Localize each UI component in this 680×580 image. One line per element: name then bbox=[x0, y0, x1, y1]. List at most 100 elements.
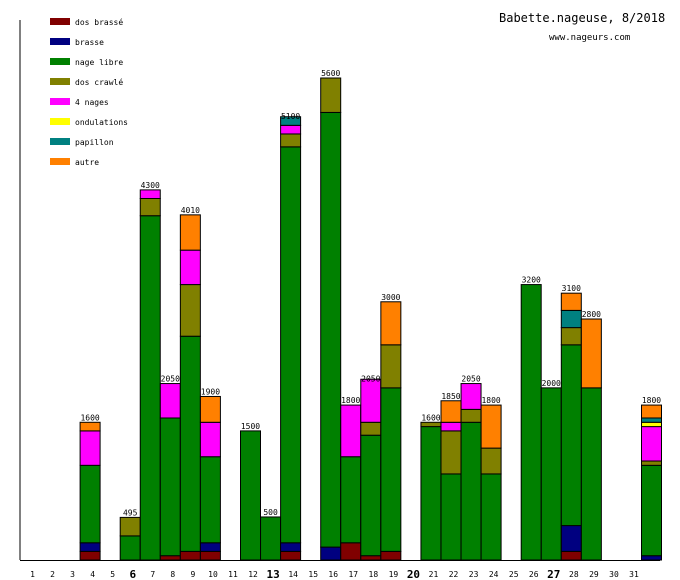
x-tick-29: 29 bbox=[589, 570, 599, 579]
total-label-day3: 1600 bbox=[80, 413, 99, 422]
bar-segment-day16-4 bbox=[340, 404, 362, 458]
legend-label-6: papillon bbox=[75, 138, 114, 147]
bar-segment-day7-0 bbox=[159, 555, 181, 561]
bar-segment-day31-6 bbox=[641, 417, 662, 423]
x-tick-11: 11 bbox=[228, 570, 238, 579]
x-tick-24: 24 bbox=[489, 570, 499, 579]
bar-segment-day23-7 bbox=[480, 404, 502, 449]
total-label-day21: 1850 bbox=[441, 392, 460, 401]
bar-segment-day23-3 bbox=[480, 447, 502, 475]
total-label-day16: 1800 bbox=[341, 396, 360, 405]
x-tick-21: 21 bbox=[429, 570, 439, 579]
bar-segment-day9-4 bbox=[199, 421, 221, 458]
bar-segment-day8-4 bbox=[179, 249, 201, 286]
bar-segment-day8-0 bbox=[179, 550, 201, 561]
bar-segment-day8-3 bbox=[179, 284, 201, 337]
legend: dos brassé brasse nage libre dos crawlé 4 na… bbox=[50, 17, 128, 167]
bar-segment-day9-1 bbox=[199, 542, 221, 552]
bar-segment-day13-0 bbox=[280, 550, 302, 561]
bars bbox=[79, 77, 662, 561]
x-tick-1: 1 bbox=[30, 570, 35, 579]
total-label-day9: 1900 bbox=[201, 387, 220, 396]
bar-segment-day21-7 bbox=[440, 400, 462, 423]
bar-segment-day6-4 bbox=[139, 189, 161, 199]
bar-segment-day31-7 bbox=[641, 404, 662, 419]
bar-segment-day31-3 bbox=[641, 460, 662, 466]
bar-segment-day31-5 bbox=[641, 421, 662, 428]
total-label-day6: 4300 bbox=[141, 181, 160, 190]
bar-segment-day18-0 bbox=[380, 550, 402, 561]
bar-segment-day13-1 bbox=[280, 542, 302, 552]
total-label-day17: 2050 bbox=[361, 375, 380, 384]
bar-segment-day9-2 bbox=[199, 456, 221, 544]
legend-swatch-7 bbox=[50, 158, 70, 165]
bar-segment-day16-0 bbox=[340, 542, 362, 561]
bar-segment-day5-3 bbox=[119, 516, 141, 537]
bar-segment-day9-7 bbox=[199, 395, 221, 423]
bar-segment-day6-2 bbox=[139, 215, 161, 561]
x-tick-30: 30 bbox=[609, 570, 619, 579]
x-tick-3: 3 bbox=[70, 570, 75, 579]
x-tick-5: 5 bbox=[110, 570, 115, 579]
total-label-day23: 1800 bbox=[481, 396, 500, 405]
x-tick-13: 13 bbox=[266, 568, 279, 580]
bar-segment-day17-2 bbox=[360, 434, 382, 557]
legend-label-7: autre bbox=[75, 158, 99, 167]
bar-segment-day21-4 bbox=[440, 421, 462, 432]
x-tick-26: 26 bbox=[529, 570, 539, 579]
total-label-day13: 5100 bbox=[281, 112, 300, 121]
legend-swatch-3 bbox=[50, 78, 70, 85]
bar-segment-day13-4 bbox=[280, 124, 302, 135]
legend-swatch-0 bbox=[50, 18, 70, 25]
x-tick-17: 17 bbox=[348, 570, 358, 579]
total-label-day11: 1500 bbox=[241, 422, 260, 431]
bar-segment-day13-2 bbox=[280, 146, 302, 544]
bar-segment-day31-4 bbox=[641, 426, 662, 462]
bar-segment-day17-3 bbox=[360, 421, 382, 436]
bar-segment-day15-3 bbox=[320, 77, 342, 113]
chart-subtitle: www.nageurs.com bbox=[549, 33, 630, 43]
legend-label-3: dos crawlé bbox=[75, 77, 123, 87]
x-tick-8: 8 bbox=[170, 570, 175, 579]
bar-segment-day18-7 bbox=[380, 301, 402, 346]
x-tick-20: 20 bbox=[407, 568, 420, 580]
x-tick-31: 31 bbox=[629, 570, 639, 579]
bar-segment-day31-2 bbox=[641, 464, 662, 557]
legend-swatch-1 bbox=[50, 38, 70, 45]
total-label-day28: 2800 bbox=[582, 310, 601, 319]
bar-segment-day21-3 bbox=[440, 430, 462, 475]
bar-segment-day5-2 bbox=[119, 535, 141, 561]
x-tick-7: 7 bbox=[150, 570, 155, 579]
bar-segment-day22-3 bbox=[460, 408, 482, 423]
legend-swatch-6 bbox=[50, 138, 70, 145]
total-label-day27: 3100 bbox=[562, 284, 581, 293]
bar-segment-day28-2 bbox=[580, 387, 602, 561]
bar-segment-day13-6 bbox=[280, 116, 302, 126]
bar-segment-day27-1 bbox=[560, 525, 582, 552]
bar-segment-day9-0 bbox=[199, 550, 221, 561]
bar-segment-day3-0 bbox=[79, 550, 101, 561]
bar-segment-day3-4 bbox=[79, 430, 101, 466]
x-tick-23: 23 bbox=[469, 570, 479, 579]
bar-segment-day18-2 bbox=[380, 387, 402, 552]
legend-label-2: nage libre bbox=[75, 58, 123, 67]
bar-segment-day6-3 bbox=[139, 198, 161, 217]
bar-segment-day28-7 bbox=[580, 318, 602, 389]
x-tick-6: 6 bbox=[129, 568, 136, 580]
bar-segment-day27-3 bbox=[560, 327, 582, 346]
legend-swatch-5 bbox=[50, 118, 70, 125]
bar-segment-day25-2 bbox=[520, 284, 542, 561]
total-label-day25: 3200 bbox=[522, 276, 541, 285]
total-label-day18: 3000 bbox=[381, 293, 400, 302]
x-tick-9: 9 bbox=[190, 570, 195, 579]
bar-segment-day27-7 bbox=[560, 292, 582, 311]
bar-segment-day27-2 bbox=[560, 344, 582, 527]
x-tick-16: 16 bbox=[328, 570, 338, 579]
bar-segment-day3-1 bbox=[79, 542, 101, 552]
total-label-day5: 495 bbox=[123, 508, 138, 517]
bar-segment-day15-1 bbox=[320, 546, 342, 561]
bar-segment-day7-2 bbox=[159, 417, 181, 557]
legend-label-4: 4 nages bbox=[75, 98, 109, 107]
x-tick-18: 18 bbox=[369, 570, 379, 579]
